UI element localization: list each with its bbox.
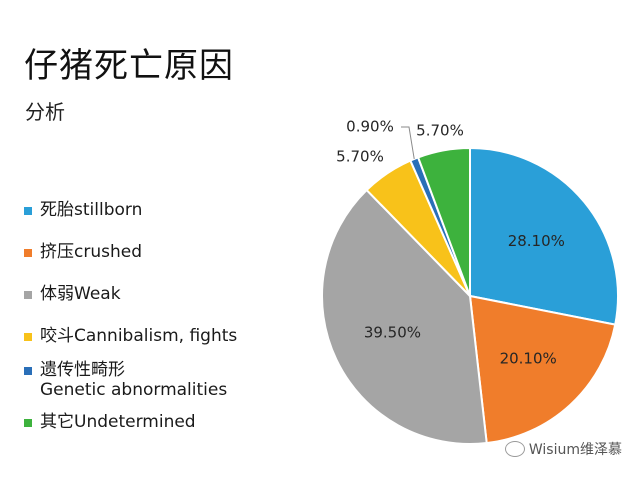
legend-item: 死胎stillborn: [24, 200, 142, 220]
watermark-text: Wisium维泽慕: [528, 442, 622, 458]
data-label: 5.70%: [336, 148, 384, 166]
legend-label: 死胎stillborn: [40, 200, 143, 220]
legend-item: 挤压crushed: [24, 242, 142, 262]
chart-title: 仔猪死亡原因: [24, 46, 234, 86]
legend-item: 遗传性畸形 Genetic abnormalities: [24, 360, 227, 400]
legend-swatch: [24, 207, 32, 215]
legend-swatch: [24, 333, 32, 341]
legend-item: 体弱Weak: [24, 284, 121, 304]
wechat-icon: [504, 441, 525, 457]
chart-subtitle: 分析: [25, 100, 65, 124]
legend-swatch: [24, 419, 32, 427]
pie-slice: [469, 146, 619, 326]
legend-label: 挤压crushed: [40, 242, 142, 262]
pie-slice: [468, 294, 617, 445]
legend-item: 咬斗Cannibalism, fights: [24, 326, 237, 346]
legend-label: 其它Undetermined: [40, 412, 196, 432]
data-label: 28.10%: [508, 232, 565, 250]
legend-label: 咬斗Cannibalism, fights: [40, 326, 238, 346]
legend-swatch: [24, 367, 32, 375]
data-label: 0.90%: [346, 118, 394, 136]
watermark: Wisium维泽慕: [504, 439, 622, 459]
pie-slice: [416, 146, 471, 297]
data-label: 20.10%: [500, 350, 557, 368]
legend-swatch: [24, 291, 32, 299]
legend-label: 体弱Weak: [40, 284, 121, 304]
pie-slice: [321, 188, 488, 445]
data-label: 5.70%: [416, 122, 464, 140]
leader-line: [401, 126, 415, 159]
data-label: 39.50%: [364, 323, 421, 341]
legend-label: 遗传性畸形 Genetic abnormalities: [40, 360, 228, 400]
legend-item: 其它Undetermined: [24, 412, 196, 432]
legend-swatch: [24, 249, 32, 257]
